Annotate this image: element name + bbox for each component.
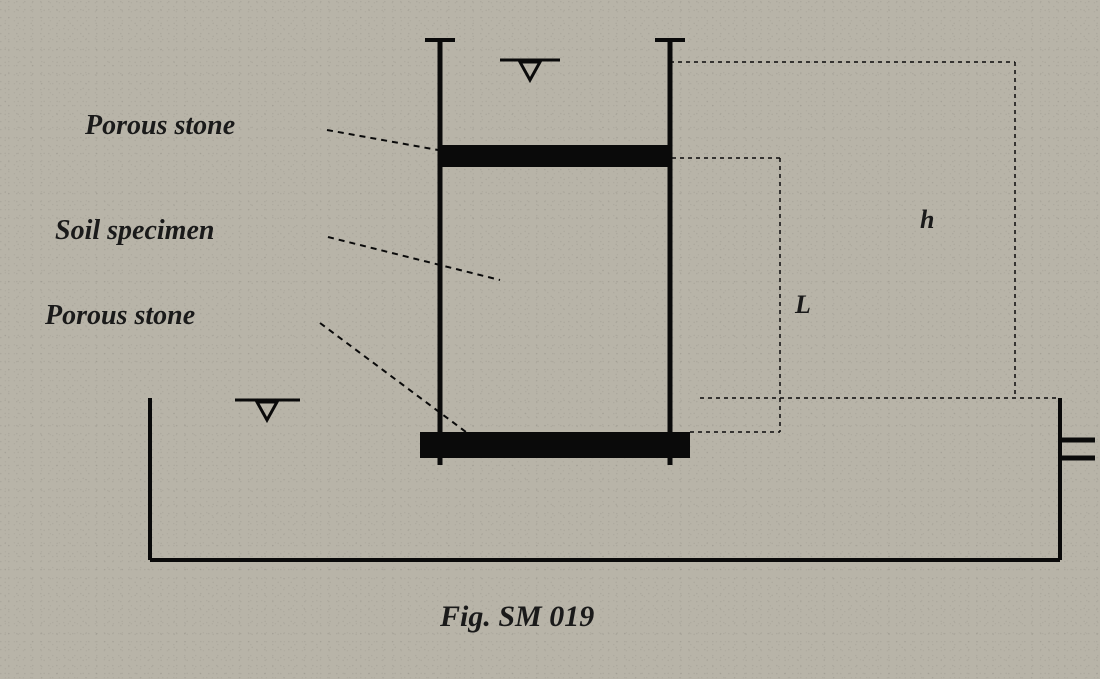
water-level-tank	[235, 400, 300, 420]
dimension-L	[672, 158, 780, 432]
porous-stone-bottom-rect	[420, 432, 690, 458]
tank-outlet	[1060, 440, 1095, 458]
label-porous-bottom: Porous stone	[45, 300, 195, 332]
cylinder-walls	[440, 40, 670, 465]
leader-soil	[328, 237, 500, 280]
label-soil-specimen: Soil specimen	[55, 215, 214, 247]
leader-porous-top	[327, 130, 438, 150]
dimension-h	[670, 62, 1060, 398]
dimension-label-h: h	[920, 205, 934, 235]
leader-porous-bottom	[320, 323, 470, 435]
dimension-label-L: L	[795, 290, 811, 320]
label-porous-top: Porous stone	[85, 110, 235, 142]
figure-title: Fig. SM 019	[440, 600, 594, 634]
water-level-top	[500, 60, 560, 80]
porous-stone-top-rect	[438, 145, 672, 167]
tank-outline	[150, 398, 1060, 560]
diagram-svg	[0, 0, 1100, 679]
